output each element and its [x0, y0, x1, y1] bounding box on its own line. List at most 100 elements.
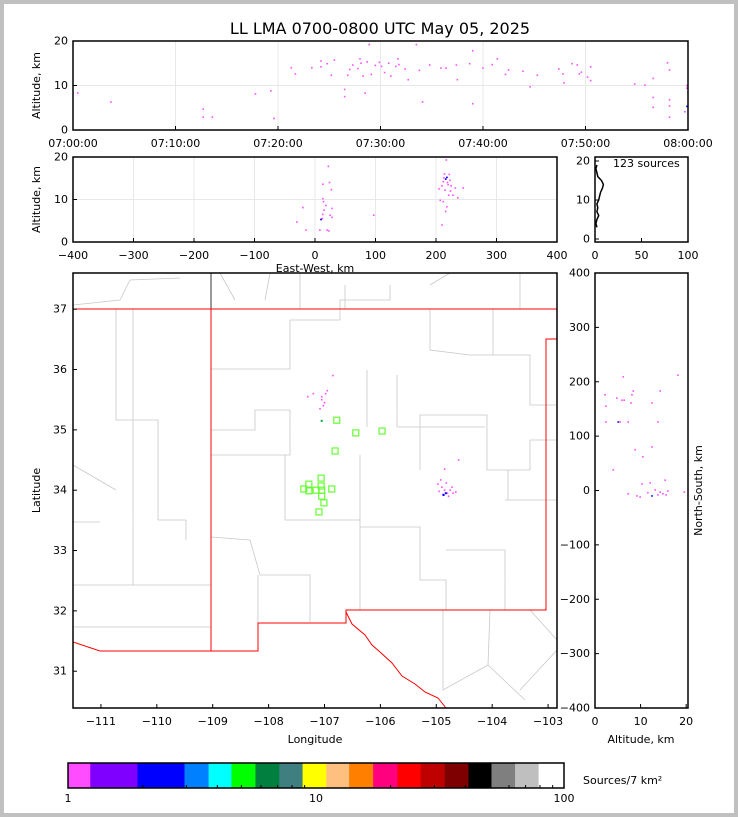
source-point [326, 229, 328, 231]
source-point [438, 490, 440, 493]
source-point [332, 374, 334, 377]
source-point [668, 105, 671, 107]
source-point [529, 86, 531, 88]
source-point [322, 200, 325, 203]
x-tick-label: 100 [678, 249, 699, 262]
source-point [346, 74, 349, 77]
colorbar-label: Sources/7 km² [583, 774, 662, 787]
source-point [325, 204, 327, 207]
x-tick-label: 07:40:00 [458, 137, 507, 150]
source-point [665, 494, 667, 496]
x-tick-label: 07:00:00 [48, 137, 97, 150]
x-tick-label: −109 [198, 715, 228, 728]
colorbar-segment [373, 763, 398, 788]
source-point [76, 92, 79, 94]
y-tick-label: −200 [560, 593, 590, 606]
source-point [445, 67, 447, 69]
source-point [322, 404, 325, 407]
source-point [621, 399, 623, 402]
county-boundary [73, 277, 211, 628]
source-point [456, 197, 459, 199]
source-point [632, 390, 635, 392]
source-point [202, 108, 204, 110]
colorbar-segment [444, 763, 469, 788]
source-point [330, 188, 333, 191]
source-point [441, 224, 443, 226]
y-tick-label: 0 [61, 124, 68, 137]
source-point [482, 67, 484, 69]
source-point [605, 421, 607, 423]
source-point [407, 78, 409, 81]
source-point [636, 495, 638, 497]
source-point [326, 389, 329, 392]
source-point [322, 183, 324, 185]
source-point [657, 494, 659, 496]
source-point [586, 76, 589, 78]
source-point [443, 177, 445, 179]
source-point [651, 402, 653, 404]
source-point [328, 181, 331, 184]
map-layer [73, 273, 557, 708]
source-point [580, 71, 583, 73]
source-point [327, 165, 330, 168]
colorbar-segment [491, 763, 516, 788]
x-tick-label: −111 [86, 715, 116, 728]
source-point [627, 421, 630, 423]
x-tick-label: 10 [634, 715, 648, 728]
source-point [641, 483, 643, 485]
y-tick-label: 10 [54, 193, 68, 206]
source-point [454, 187, 457, 189]
source-point [455, 491, 457, 493]
source-point [415, 43, 418, 46]
x-tick-label: −200 [179, 249, 209, 262]
plan-view-frame [72, 272, 558, 709]
source-point [504, 73, 507, 76]
source-point [348, 68, 351, 71]
altitude-histogram-line [595, 164, 605, 228]
source-point [558, 68, 560, 70]
altitude-north-south-frame [594, 272, 689, 709]
source-point [443, 489, 446, 491]
x-tick-label: 400 [547, 249, 568, 262]
source-point [320, 395, 323, 398]
x-tick-label: 07:10:00 [151, 137, 200, 150]
source-point [326, 62, 328, 65]
lma-station-marker [315, 508, 323, 516]
source-point [305, 229, 307, 231]
source-point [634, 448, 636, 451]
source-point [296, 221, 298, 223]
source-point [319, 407, 321, 410]
source-point [666, 62, 669, 64]
source-point [507, 69, 510, 71]
source-point [322, 197, 324, 200]
source-point [387, 62, 390, 65]
source-point [211, 116, 214, 118]
y-tick-label: 100 [569, 430, 590, 443]
figure-title: LL LMA 0700-0800 UTC May 05, 2025 [230, 19, 530, 38]
source-point [686, 84, 688, 87]
lma-station-marker [317, 482, 325, 490]
source-point [604, 394, 606, 396]
y-axis-label: Altitude, km [30, 166, 43, 233]
source-point [110, 101, 112, 103]
source-point [576, 64, 579, 66]
y-tick-label: 31 [53, 665, 67, 678]
source-point [331, 216, 333, 219]
source-point [319, 229, 321, 231]
lma-station-marker [318, 492, 326, 500]
east-west-altitude-frame [72, 156, 558, 243]
source-point [444, 189, 446, 191]
x-tick-label: 0 [592, 715, 599, 728]
colorbar-segment [515, 763, 539, 788]
colorbar-tick-label: 1 [65, 792, 72, 805]
source-point [445, 159, 448, 161]
source-point [352, 64, 354, 66]
source-point [323, 209, 325, 211]
lma-station-marker [331, 447, 339, 455]
y-tick-label: 20 [54, 35, 68, 48]
source-count-annotation: 123 sources [613, 157, 680, 170]
source-point [447, 183, 449, 186]
source-point [654, 489, 656, 491]
source-point [418, 69, 421, 72]
source-point [321, 217, 324, 220]
